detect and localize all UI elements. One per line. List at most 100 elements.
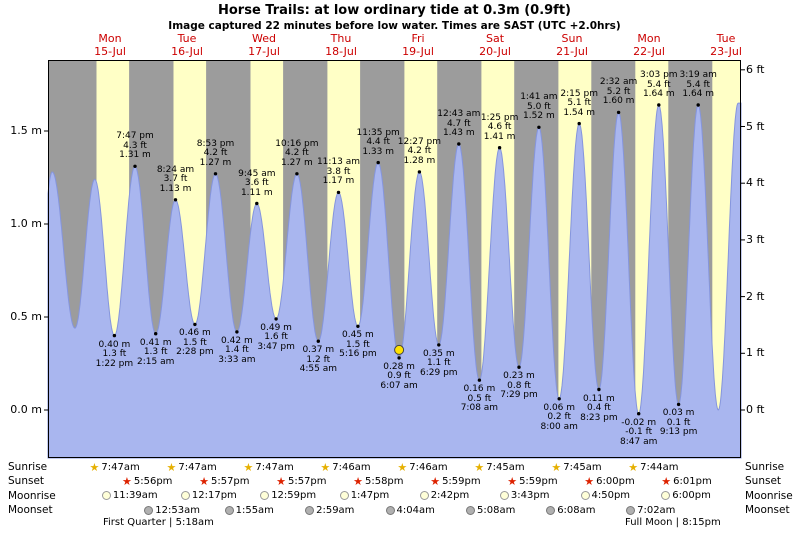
sunset-entry: ★ 5:59pm [430,475,480,487]
moonset-time: 1:55am [235,504,274,516]
moonrise-entry: 3:43pm [499,490,550,502]
sunrise-entry: ★ 7:47am [90,461,140,473]
y-axis-label-ft: 1 ft [746,346,765,360]
moonrise-icon [260,491,270,500]
moonrise-time: 6:00pm [672,490,711,501]
sunrise-time: 7:44am [640,461,679,473]
tide-extreme-dot [537,125,541,129]
high-tide-annotation: 1:41 am 5.0 ft 1.52 m [520,92,558,122]
sunset-star-icon: ★ [276,474,286,488]
y-axis-label-ft: 0 ft [746,403,765,416]
high-tide-annotation: 3:03 pm 5.4 ft 1.64 m [640,70,678,99]
moonset-time: 2:59am [316,504,355,516]
moonset-time: 12:53am [155,504,200,516]
tide-extreme-dot [597,387,601,392]
sunset-time: 5:59pm [519,475,558,487]
high-tide-annotation: 3:19 am 5.4 ft 1.64 m [679,70,717,99]
tide-extreme-dot [112,333,117,338]
day-label: Tue 16-Jul [171,32,203,58]
moonset-icon [305,505,315,515]
tide-extreme-dot [517,365,521,369]
moonset-entry: 12:53am [144,504,200,516]
moonrise-time: 1:47pm [350,490,390,501]
low-tide-annotation: 0.06 m 0.2 ft 8:00 am [540,402,578,432]
moonset-row-label-left: Moonset [8,504,53,516]
sunset-time: 5:59pm [442,475,481,487]
y-axis-label-m: 1.0 m [10,217,42,230]
y-axis-label-m: 0.0 m [10,403,42,416]
moonset-icon [385,505,395,515]
sunrise-star-icon: ★ [474,460,485,474]
moonrise-icon [180,491,190,500]
moonset-icon [546,505,556,515]
sunset-entry: ★ 5:56pm [122,475,172,487]
moonrise-entry: 12:59pm [260,490,316,502]
moonrise-entry: 1:47pm [339,490,390,502]
high-tide-annotation: 11:35 pm 4.4 ft 1.33 m [356,127,400,157]
sunset-entry: ★ 5:59pm [507,475,557,487]
low-tide-annotation: 0.11 m 0.4 ft 8:23 pm [580,393,618,423]
sunrise-star-icon: ★ [320,460,331,474]
low-tide-annotation: 0.40 m 1.3 ft 1:22 pm [95,339,134,369]
day-label: Fri 19-Jul [402,32,434,58]
sunrise-entry: ★ 7:45am [474,461,524,473]
day-label: Thu 18-Jul [325,32,357,58]
tide-curve [47,102,742,459]
moonset-row-label-right: Moonset [745,504,790,516]
sunset-entry: ★ 5:57pm [199,475,249,487]
sunrise-time: 7:47am [101,461,140,473]
tide-extreme-dot [133,164,137,168]
moonset-time: 6:08am [557,504,596,516]
moonset-entry: 2:59am [305,504,354,516]
sunset-star-icon: ★ [507,474,518,488]
moonset-entry: 5:08am [466,504,515,516]
moonrise-time: 12:59pm [271,490,317,501]
moonrise-icon [499,491,509,500]
sunrise-star-icon: ★ [551,460,562,474]
sunset-time: 5:56pm [133,475,173,487]
tide-extreme-dot [274,317,278,321]
moonset-icon [144,505,154,515]
tide-extreme-dot [497,146,502,150]
day-label: Sun 21-Jul [556,32,588,58]
moonrise-entry: 12:17pm [180,490,237,502]
moonset-time: 5:08am [477,504,516,516]
y-axis-label-ft: 4 ft [746,176,765,190]
sunset-entry: ★ 6:01pm [661,475,711,487]
sunrise-entry: ★ 7:46am [320,461,370,473]
sunrise-time: 7:46am [332,461,371,473]
high-tide-annotation: 1:25 pm 4.6 ft 1.41 m [480,112,519,142]
high-tide-annotation: 8:24 am 3.7 ft 1.13 m [156,164,195,194]
sunrise-row-label-right: Sunrise [745,461,785,473]
moonrise-row-label-right: Moonrise [745,489,793,502]
y-axis-label-m: 1.5 m [10,124,42,137]
sunrise-entry: ★ 7:46am [397,461,447,473]
sunrise-entry: ★ 7:47am [167,461,217,473]
high-tide-annotation: 2:32 am 5.2 ft 1.60 m [599,77,638,107]
high-tide-annotation: 2:15 pm 5.1 ft 1.54 m [560,88,598,118]
tide-curve-plot [44,60,745,459]
moonset-icon [626,505,636,515]
high-tide-annotation: 12:43 am 4.7 ft 1.43 m [437,109,481,138]
sunset-time: 6:00pm [596,475,635,487]
sunrise-star-icon: ★ [628,460,639,474]
current-time-marker [394,344,405,355]
moonset-time: 7:02am [637,504,676,516]
sunrise-time: 7:46am [409,461,448,473]
moonrise-time: 3:43pm [510,490,550,501]
tide-extreme-dot [657,103,661,107]
plot-border [48,60,741,458]
low-tide-annotation: 0.28 m 0.9 ft 6:07 am [380,361,418,391]
tide-extreme-dot [193,322,197,327]
sunrise-star-icon: ★ [166,460,177,474]
moonrise-icon [339,491,349,500]
chart-title: Horse Trails: at low ordinary tide at 0.… [218,3,571,18]
high-tide-annotation: 7:47 pm 4.3 ft 1.31 m [116,131,154,161]
high-tide-annotation: 10:16 pm 4.2 ft 1.27 m [275,138,319,168]
sunrise-entry: ★ 7:47am [244,461,294,473]
sunset-time: 5:58pm [364,475,404,487]
tide-extreme-dot [295,172,299,176]
sunset-star-icon: ★ [584,474,595,488]
tide-extreme-dot [457,142,461,146]
